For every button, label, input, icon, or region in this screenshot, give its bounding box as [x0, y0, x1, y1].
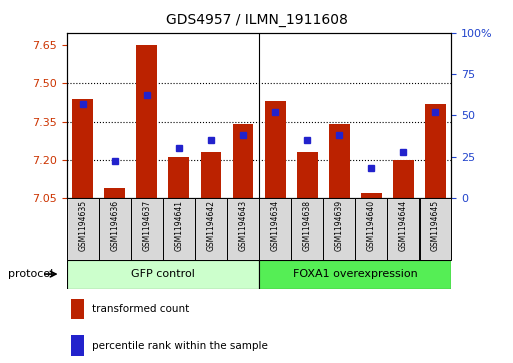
Bar	[70, 299, 84, 319]
Text: percentile rank within the sample: percentile rank within the sample	[92, 340, 268, 351]
FancyBboxPatch shape	[291, 198, 323, 260]
Bar	[168, 157, 189, 198]
Text: GSM1194636: GSM1194636	[110, 200, 120, 252]
Text: GSM1194643: GSM1194643	[239, 200, 248, 252]
FancyBboxPatch shape	[323, 198, 355, 260]
Text: GSM1194641: GSM1194641	[174, 200, 184, 251]
Text: GDS4957 / ILMN_1911608: GDS4957 / ILMN_1911608	[166, 13, 347, 27]
Bar	[329, 124, 350, 198]
Bar	[265, 101, 286, 198]
Bar	[361, 193, 382, 198]
Bar	[70, 335, 84, 356]
FancyBboxPatch shape	[227, 198, 259, 260]
Text: GSM1194638: GSM1194638	[303, 200, 312, 251]
Text: transformed count: transformed count	[92, 304, 189, 314]
Text: GSM1194637: GSM1194637	[142, 200, 151, 252]
Text: GSM1194645: GSM1194645	[431, 200, 440, 252]
FancyBboxPatch shape	[420, 198, 451, 260]
FancyBboxPatch shape	[259, 260, 451, 289]
Bar	[201, 152, 222, 198]
Bar	[136, 45, 157, 198]
Text: GSM1194634: GSM1194634	[270, 200, 280, 252]
Text: GFP control: GFP control	[131, 269, 195, 279]
FancyBboxPatch shape	[67, 260, 259, 289]
Bar	[297, 152, 318, 198]
Bar	[232, 124, 253, 198]
Text: GSM1194640: GSM1194640	[367, 200, 376, 252]
Text: GSM1194644: GSM1194644	[399, 200, 408, 252]
Bar	[72, 99, 93, 198]
Bar	[104, 188, 125, 198]
FancyBboxPatch shape	[163, 198, 195, 260]
FancyBboxPatch shape	[131, 198, 163, 260]
Text: GSM1194635: GSM1194635	[78, 200, 87, 252]
FancyBboxPatch shape	[99, 198, 131, 260]
Text: GSM1194639: GSM1194639	[334, 200, 344, 252]
Bar	[393, 160, 414, 198]
Text: protocol: protocol	[8, 269, 53, 279]
Text: GSM1194642: GSM1194642	[206, 200, 215, 251]
Bar	[425, 104, 446, 198]
FancyBboxPatch shape	[356, 198, 387, 260]
FancyBboxPatch shape	[67, 198, 98, 260]
FancyBboxPatch shape	[387, 198, 419, 260]
FancyBboxPatch shape	[195, 198, 227, 260]
FancyBboxPatch shape	[259, 198, 291, 260]
Text: FOXA1 overexpression: FOXA1 overexpression	[293, 269, 418, 279]
